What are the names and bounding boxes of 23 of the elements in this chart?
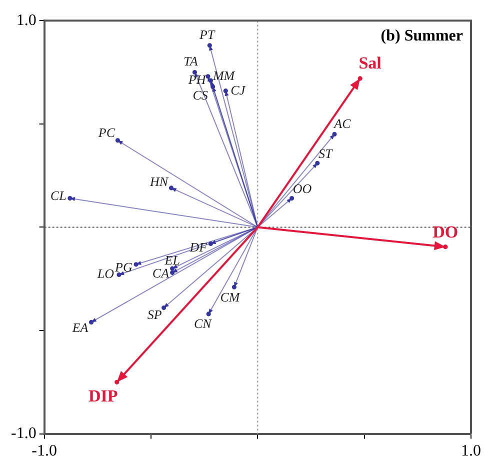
annotation: EA xyxy=(71,320,88,335)
annotation: DIP xyxy=(88,386,118,406)
annotation: TA xyxy=(184,54,198,69)
annotation: HN xyxy=(148,174,170,189)
annotation: PT xyxy=(198,26,216,42)
annotation: CJ xyxy=(230,82,246,98)
annotation: CL xyxy=(50,188,66,203)
annotation: ST xyxy=(318,146,334,162)
annotation: Sal xyxy=(358,53,382,72)
annotation: SP xyxy=(147,307,162,322)
annotation: PC xyxy=(97,125,116,140)
annotation: OO xyxy=(292,180,312,196)
annotation: MM xyxy=(212,68,236,83)
chart-title: (b) Summer xyxy=(380,28,463,45)
annotation: CS xyxy=(192,88,208,103)
annotation: CN xyxy=(194,316,213,331)
annotation: CA xyxy=(152,266,170,281)
annotation: CM xyxy=(220,289,241,304)
annotation: PG xyxy=(114,260,133,275)
annotation: LO xyxy=(96,266,115,282)
annotation: PH xyxy=(187,72,206,87)
annotation: DO xyxy=(432,222,458,242)
annotation: AC xyxy=(333,116,352,131)
